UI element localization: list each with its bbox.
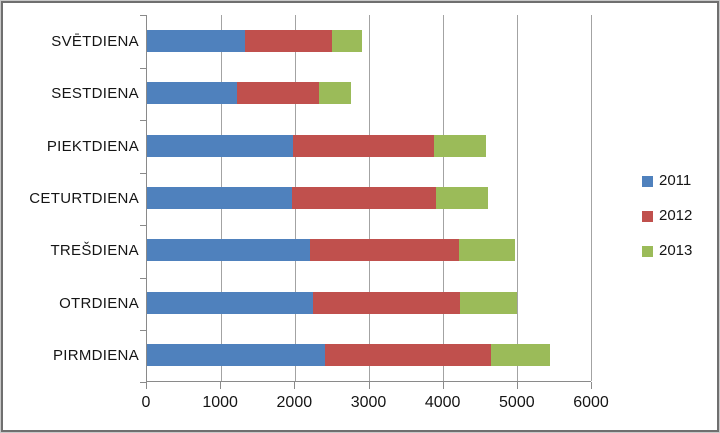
legend-label: 2012 [659,207,693,224]
category-axis-tick [140,330,146,332]
bar-row [147,329,591,381]
category-axis-tick [140,120,146,122]
stacked-bar [147,134,591,157]
bar-segment-2012 [312,291,460,314]
value-axis-tick [591,382,592,389]
value-axis-tick [516,382,518,389]
bar-segment-2011 [147,239,310,262]
category-axis-ticks [140,15,146,383]
value-axis-tick [220,382,222,389]
category-axis-tick [140,172,146,174]
legend-item: 2011 [642,172,692,190]
bar-segment-2013 [319,82,352,105]
bar-segment-2012 [245,30,332,53]
category-label: SVĒTDIENA [51,32,139,50]
category-axis-tick [140,225,146,227]
bar-segment-2013 [436,186,489,209]
value-axis-tick-label: 5000 [499,394,535,411]
value-axis-tick [294,382,296,389]
category-label: OTRDIENA [59,294,139,312]
legend-label: 2011 [659,172,692,189]
stacked-bar [147,82,591,105]
bar-segment-2012 [292,134,435,157]
value-axis-tick-label: 0 [141,394,151,411]
bar-segment-2012 [309,239,460,262]
stacked-bar [147,30,591,53]
category-axis-tick [140,67,146,69]
bar-segment-2012 [237,82,320,105]
bar-segment-2013 [460,291,517,314]
gridline [517,15,518,381]
category-label: PIEKTDIENA [46,137,139,155]
category-axis-labels: SVĒTDIENA SESTDIENA PIEKTDIENA CETURTDIENA T… [3,15,139,382]
value-axis-tick-label: 1000 [202,394,238,411]
legend-swatch-2011 [642,175,653,187]
bar-row [147,67,591,119]
category-label: CETURTDIENA [29,189,139,207]
value-axis-tick [442,382,444,389]
stacked-bar [147,239,591,262]
category-label: TREŠDIENA [50,242,139,260]
legend-swatch-2012 [642,210,653,222]
value-axis-tick [368,382,370,389]
legend-swatch-2013 [642,245,653,257]
legend: 2011 2012 2013 [642,172,692,260]
category-label: PIRMDIENA [52,347,139,365]
value-axis-labels: 0 1000 2000 3000 4000 5000 6000 [142,394,609,414]
category-axis-tick [140,277,146,279]
bar-row [147,172,591,224]
category-axis-tick [140,15,146,16]
value-axis-tick-label: 3000 [350,394,387,411]
bar-segment-2013 [491,343,550,366]
legend-item: 2013 [642,242,692,260]
bar-segment-2011 [147,82,238,105]
value-axis-tick-label: 6000 [573,394,609,411]
category-axis-tick [140,382,146,383]
stacked-bar [147,343,591,366]
legend-label: 2013 [659,242,693,259]
bar-segment-2011 [147,186,293,209]
value-axis-tick-label: 4000 [424,394,461,411]
stacked-bar [147,186,591,209]
bar-segment-2011 [147,291,313,314]
plot-area [146,15,592,382]
bar-segment-2011 [147,134,293,157]
bar-segment-2011 [147,30,246,53]
bar-row [147,120,591,172]
bar-segment-2013 [434,134,486,157]
category-label: SESTDIENA [51,85,139,103]
stacked-bar [147,291,591,314]
bar-segment-2013 [331,30,363,53]
bar-segment-2012 [325,343,492,366]
value-axis-tick-label: 2000 [276,394,313,411]
bar-segment-2013 [459,239,515,262]
bar-segment-2011 [147,343,326,366]
bar-segment-2012 [292,186,437,209]
bar-row [147,15,591,67]
value-axis-ticks [146,382,592,389]
bar-row [147,276,591,328]
gridline [591,15,592,381]
bars-layer [147,15,591,381]
legend-item: 2012 [642,207,692,225]
value-axis-tick [146,382,147,389]
bar-row [147,224,591,276]
